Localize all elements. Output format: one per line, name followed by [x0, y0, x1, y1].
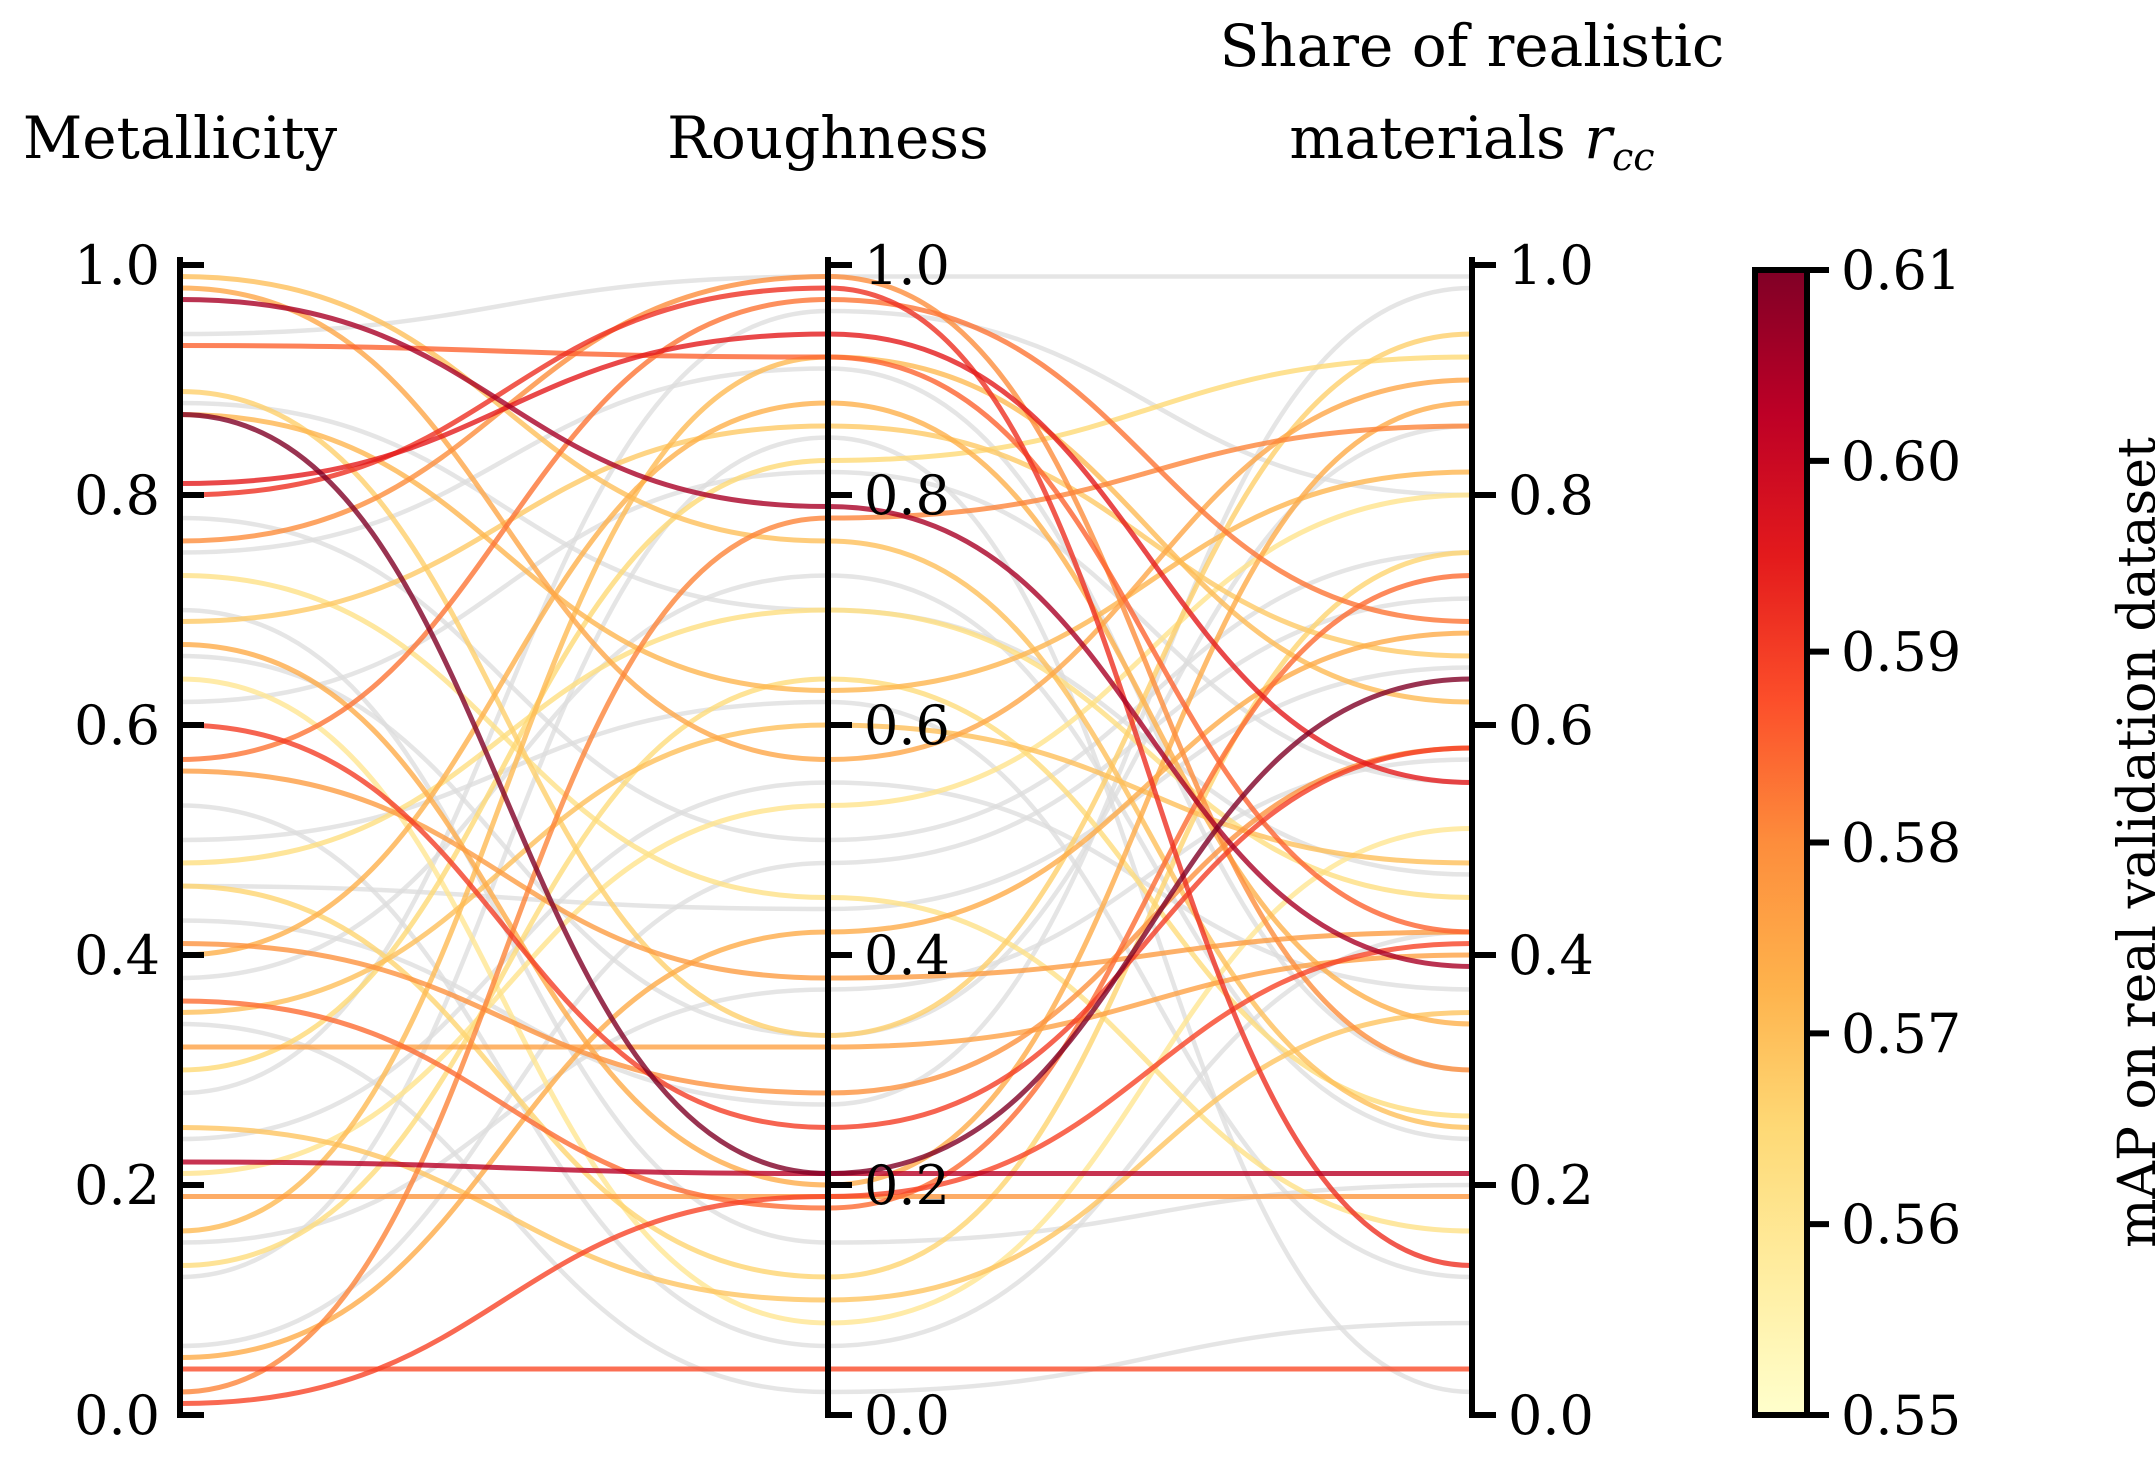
tick-label-0-1: 0.2: [74, 1154, 160, 1217]
tick-label-1-5: 1.0: [864, 234, 950, 297]
axis-title-0-line-0: Metallicity: [23, 104, 338, 172]
colorbar-tick-label-2: 0.57: [1841, 1002, 1961, 1065]
colorbar-tick-label-1: 0.56: [1841, 1193, 1961, 1256]
tick-label-0-3: 0.6: [74, 694, 160, 757]
colorbar-label: mAP on real validation dataset: [2108, 437, 2155, 1248]
series-line-31: [179, 354, 1473, 1234]
scored-lines: [179, 273, 1473, 1406]
tick-label-2-0: 0.0: [1508, 1384, 1594, 1447]
axis-title-2-line-0: Share of realistic: [1220, 12, 1725, 80]
series-line-2: [179, 331, 1473, 785]
axes: 0.0 0.2 0.4 0.6 0.8 1.0 0.0 0.2 0.4 0.6 0.8 1.0 0.0 0…: [74, 234, 1594, 1447]
tick-label-1-4: 0.8: [864, 464, 950, 527]
tick-label-1-0: 0.0: [864, 1384, 950, 1447]
series-line-unscored-52: [179, 596, 1473, 1349]
series-line-0: [179, 297, 1473, 969]
series-line-22: [179, 745, 1473, 1096]
tick-label-0-4: 0.8: [74, 464, 160, 527]
axis-title-1-line-0: Roughness: [667, 104, 989, 172]
series-line-unscored-39: [179, 607, 1473, 1245]
tick-label-2-3: 0.6: [1508, 694, 1594, 757]
series-line-24: [179, 573, 1473, 1211]
tick-label-2-2: 0.4: [1508, 924, 1594, 987]
tick-label-1-2: 0.4: [864, 924, 950, 987]
colorbar-tick-label-3: 0.58: [1841, 812, 1961, 875]
tick-label-2-4: 0.8: [1508, 464, 1594, 527]
series-line-unscored-48: [179, 308, 1473, 1096]
colorbar-tick-label-0: 0.55: [1841, 1384, 1961, 1447]
series-line-13: [179, 273, 1473, 1073]
axis-title-2-line-1: materials rcc: [1289, 104, 1654, 179]
series-line-25: [179, 722, 1473, 1015]
tick-label-2-1: 0.2: [1508, 1154, 1594, 1217]
series-line-1: [179, 412, 1473, 1177]
tick-label-2-5: 1.0: [1508, 234, 1594, 297]
axis-titles: Metallicity Roughness Share of realistic ma…: [23, 12, 1725, 179]
tick-label-0-2: 0.4: [74, 924, 160, 987]
tick-label-0-5: 1.0: [74, 234, 160, 297]
colorbar: 0.55 0.56 0.57 0.58 0.59 0.60 0.61 mAP on real …: [1752, 239, 2155, 1447]
tick-label-1-3: 0.6: [864, 694, 950, 757]
series-line-3: [179, 285, 1473, 1268]
series-line-27: [179, 354, 1473, 1073]
series-line-33: [179, 423, 1473, 1395]
colorbar-tick-label-4: 0.59: [1841, 621, 1961, 684]
colorbar-gradient: [1752, 267, 1810, 1418]
colorbar-tick-label-6: 0.61: [1841, 239, 1961, 302]
tick-label-0-0: 0.0: [74, 1384, 160, 1447]
tick-label-1-1: 0.2: [864, 1154, 950, 1217]
colorbar-tick-label-5: 0.60: [1841, 430, 1961, 493]
series-line-unscored-44: [179, 665, 1473, 912]
